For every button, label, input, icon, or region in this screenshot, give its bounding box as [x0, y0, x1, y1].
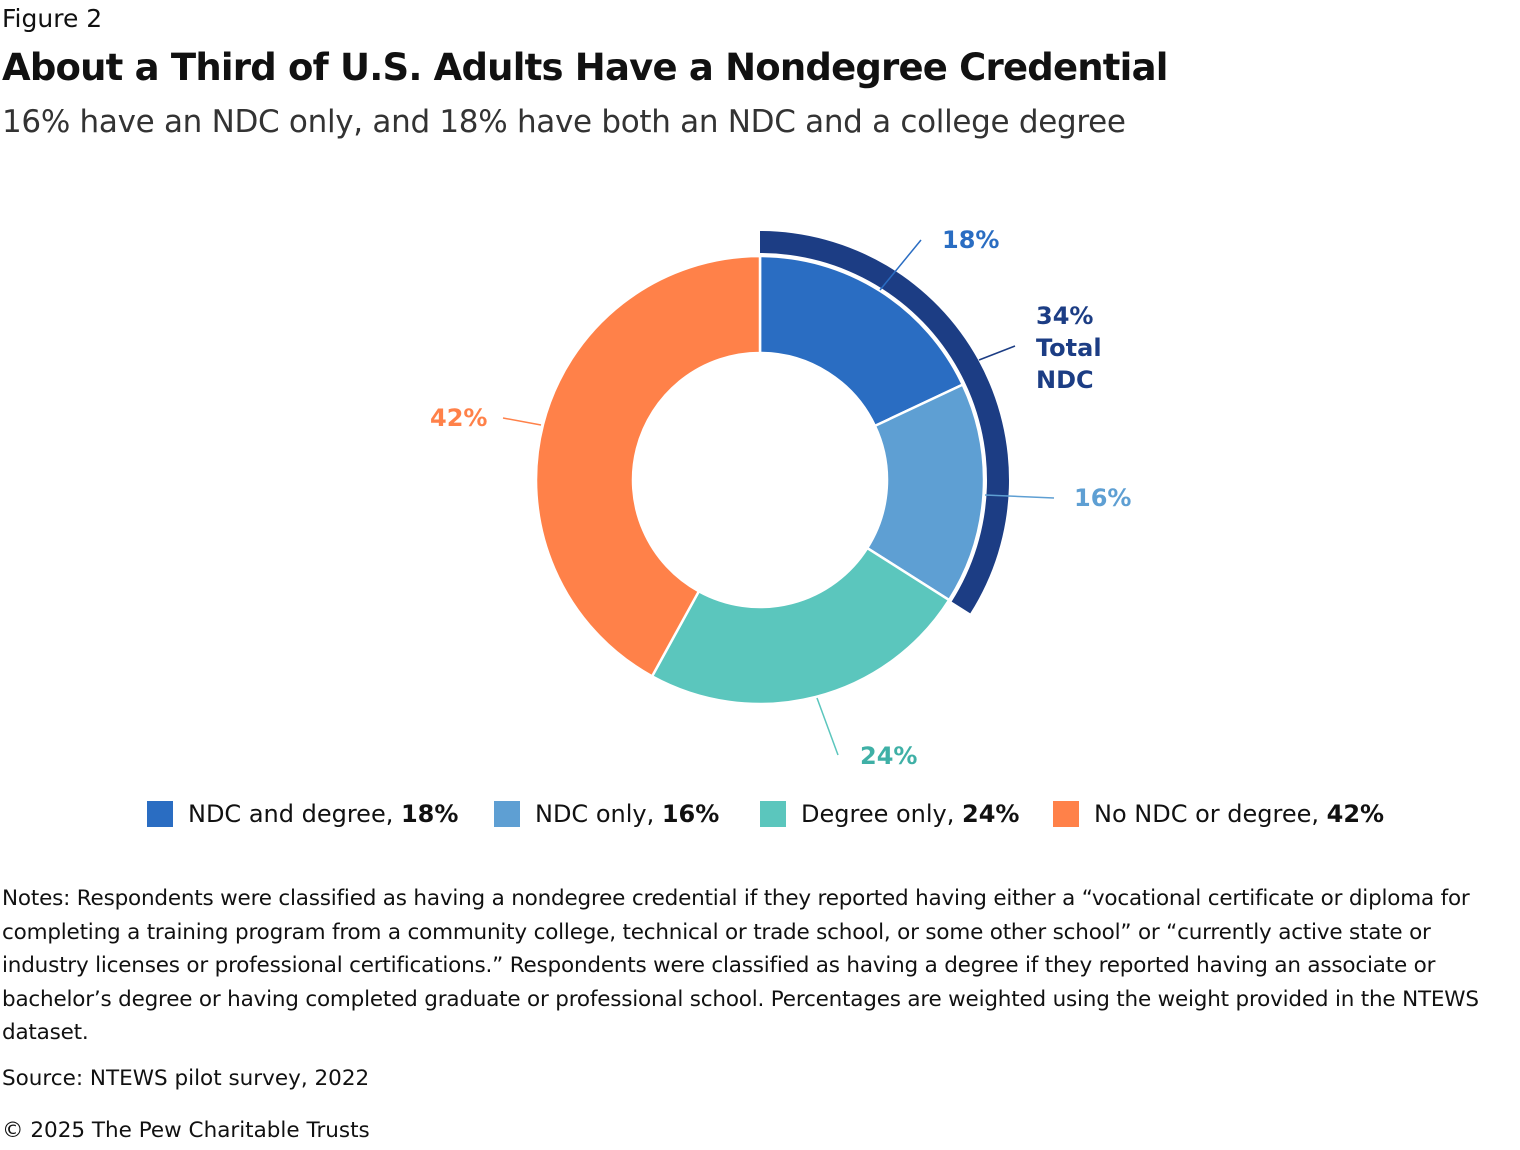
total-ndc-value: 34% [1036, 302, 1094, 330]
total-ndc-line2: NDC [1036, 366, 1094, 394]
slice-ndc-only [865, 382, 986, 602]
leader-line-18 [879, 239, 922, 291]
legend-item-ndc-only: NDC only, 16% [494, 800, 719, 828]
copyright: © 2025 The Pew Charitable Trusts [2, 1118, 370, 1143]
chart-subtitle: 16% have an NDC only, and 18% have both … [2, 104, 1126, 140]
data-label-ndc-only: 16% [1074, 484, 1132, 512]
legend-swatch [147, 801, 173, 827]
slice-no-ndc-or-degree [534, 254, 762, 678]
legend-value: 16% [661, 800, 720, 828]
legend-text: NDC only, [535, 800, 655, 828]
legend-value: 42% [1326, 800, 1385, 828]
leader-line-16 [984, 494, 1055, 499]
chart-title: About a Third of U.S. Adults Have a Nond… [2, 46, 1168, 89]
legend-value: 18% [400, 800, 459, 828]
outer-ring-total-ndc [760, 231, 1009, 614]
slice-ndc-and-degree [758, 254, 965, 428]
legend-text: No NDC or degree, [1094, 800, 1319, 828]
legend-item-degree-only: Degree only, 24% [760, 800, 1019, 828]
figure-label: Figure 2 [2, 4, 103, 33]
leader-line-42 [502, 417, 542, 426]
data-label-degree-only: 24% [860, 742, 918, 770]
legend-value: 24% [962, 800, 1020, 828]
legend-text: NDC and degree, [188, 800, 394, 828]
data-label-total-ndc: 34% Total NDC [1036, 300, 1102, 396]
total-ndc-line1: Total [1036, 334, 1102, 362]
legend-text: Degree only, [801, 800, 955, 828]
legend-swatch [760, 801, 786, 827]
legend-item-no-ndc-or-degree: No NDC or degree, 42% [1053, 800, 1384, 828]
data-label-no-ndc-or-degree: 42% [430, 404, 488, 432]
slice-degree-only [650, 546, 951, 706]
notes: Notes: Respondents were classified as ha… [2, 886, 1479, 1045]
legend-item-ndc-and-degree: NDC and degree, 18% [147, 800, 458, 828]
legend-swatch [1053, 801, 1079, 827]
legend-swatch [494, 801, 520, 827]
data-label-ndc-and-degree: 18% [942, 226, 1000, 254]
leader-line-34 [978, 345, 1016, 361]
donut-chart [502, 231, 1055, 756]
leader-line-24 [816, 697, 839, 756]
source: Source: NTEWS pilot survey, 2022 [2, 1066, 370, 1091]
